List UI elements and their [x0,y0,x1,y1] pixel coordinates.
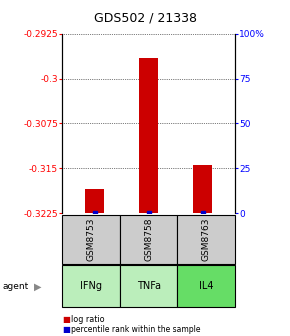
Bar [85,190,104,213]
Text: GDS502 / 21338: GDS502 / 21338 [93,12,197,25]
Text: log ratio: log ratio [71,316,105,324]
Text: ■: ■ [62,316,70,324]
Text: percentile rank within the sample: percentile rank within the sample [71,326,201,334]
Text: ■: ■ [62,326,70,334]
Text: GSM8753: GSM8753 [87,218,96,261]
Bar [193,165,212,213]
Text: GSM8763: GSM8763 [202,218,211,261]
Text: agent: agent [3,282,29,291]
Text: IFNg: IFNg [80,282,102,291]
Text: ▶: ▶ [34,282,41,291]
Text: TNFa: TNFa [137,282,161,291]
Bar [139,57,158,213]
Text: GSM8758: GSM8758 [144,218,153,261]
Text: IL4: IL4 [199,282,213,291]
